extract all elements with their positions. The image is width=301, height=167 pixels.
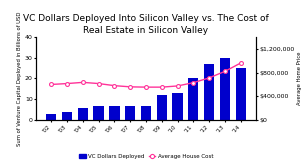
- Bar: [204, 64, 214, 120]
- Bar: [94, 106, 104, 120]
- Bar: [157, 95, 167, 120]
- Y-axis label: Sum of Venture Capital Deployed in Billions of USD: Sum of Venture Capital Deployed in Billi…: [17, 11, 22, 146]
- Bar: [220, 58, 230, 120]
- Bar: [46, 114, 56, 120]
- Title: VC Dollars Deployed Into Silicon Valley vs. The Cost of
Real Estate in Silicon V: VC Dollars Deployed Into Silicon Valley …: [23, 14, 269, 35]
- Bar: [141, 106, 151, 120]
- Y-axis label: Average Home Price: Average Home Price: [297, 52, 301, 105]
- Bar: [125, 106, 135, 120]
- Bar: [236, 68, 246, 120]
- Legend: VC Dollars Deployed, Average House Cost: VC Dollars Deployed, Average House Cost: [77, 151, 215, 161]
- Bar: [188, 78, 198, 120]
- Bar: [62, 112, 72, 120]
- Bar: [172, 93, 183, 120]
- Bar: [78, 108, 88, 120]
- Bar: [109, 106, 119, 120]
